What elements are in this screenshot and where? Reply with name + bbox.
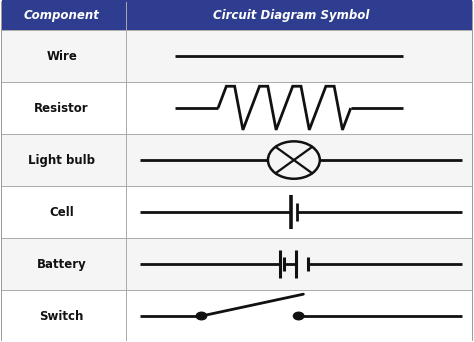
Text: Light bulb: Light bulb <box>28 154 95 167</box>
Text: Switch: Switch <box>39 310 84 323</box>
Circle shape <box>293 312 304 320</box>
Text: Resistor: Resistor <box>34 102 89 115</box>
Circle shape <box>196 312 207 320</box>
FancyBboxPatch shape <box>2 186 472 238</box>
Text: Cell: Cell <box>49 206 74 219</box>
Text: Component: Component <box>24 9 100 22</box>
FancyBboxPatch shape <box>2 30 472 82</box>
FancyBboxPatch shape <box>2 134 472 186</box>
Text: Battery: Battery <box>37 258 86 271</box>
FancyBboxPatch shape <box>2 290 472 342</box>
FancyBboxPatch shape <box>2 0 472 30</box>
Text: Wire: Wire <box>46 50 77 63</box>
FancyBboxPatch shape <box>2 2 472 340</box>
Text: Circuit Diagram Symbol: Circuit Diagram Symbol <box>213 9 370 22</box>
FancyBboxPatch shape <box>2 82 472 134</box>
FancyBboxPatch shape <box>2 238 472 290</box>
